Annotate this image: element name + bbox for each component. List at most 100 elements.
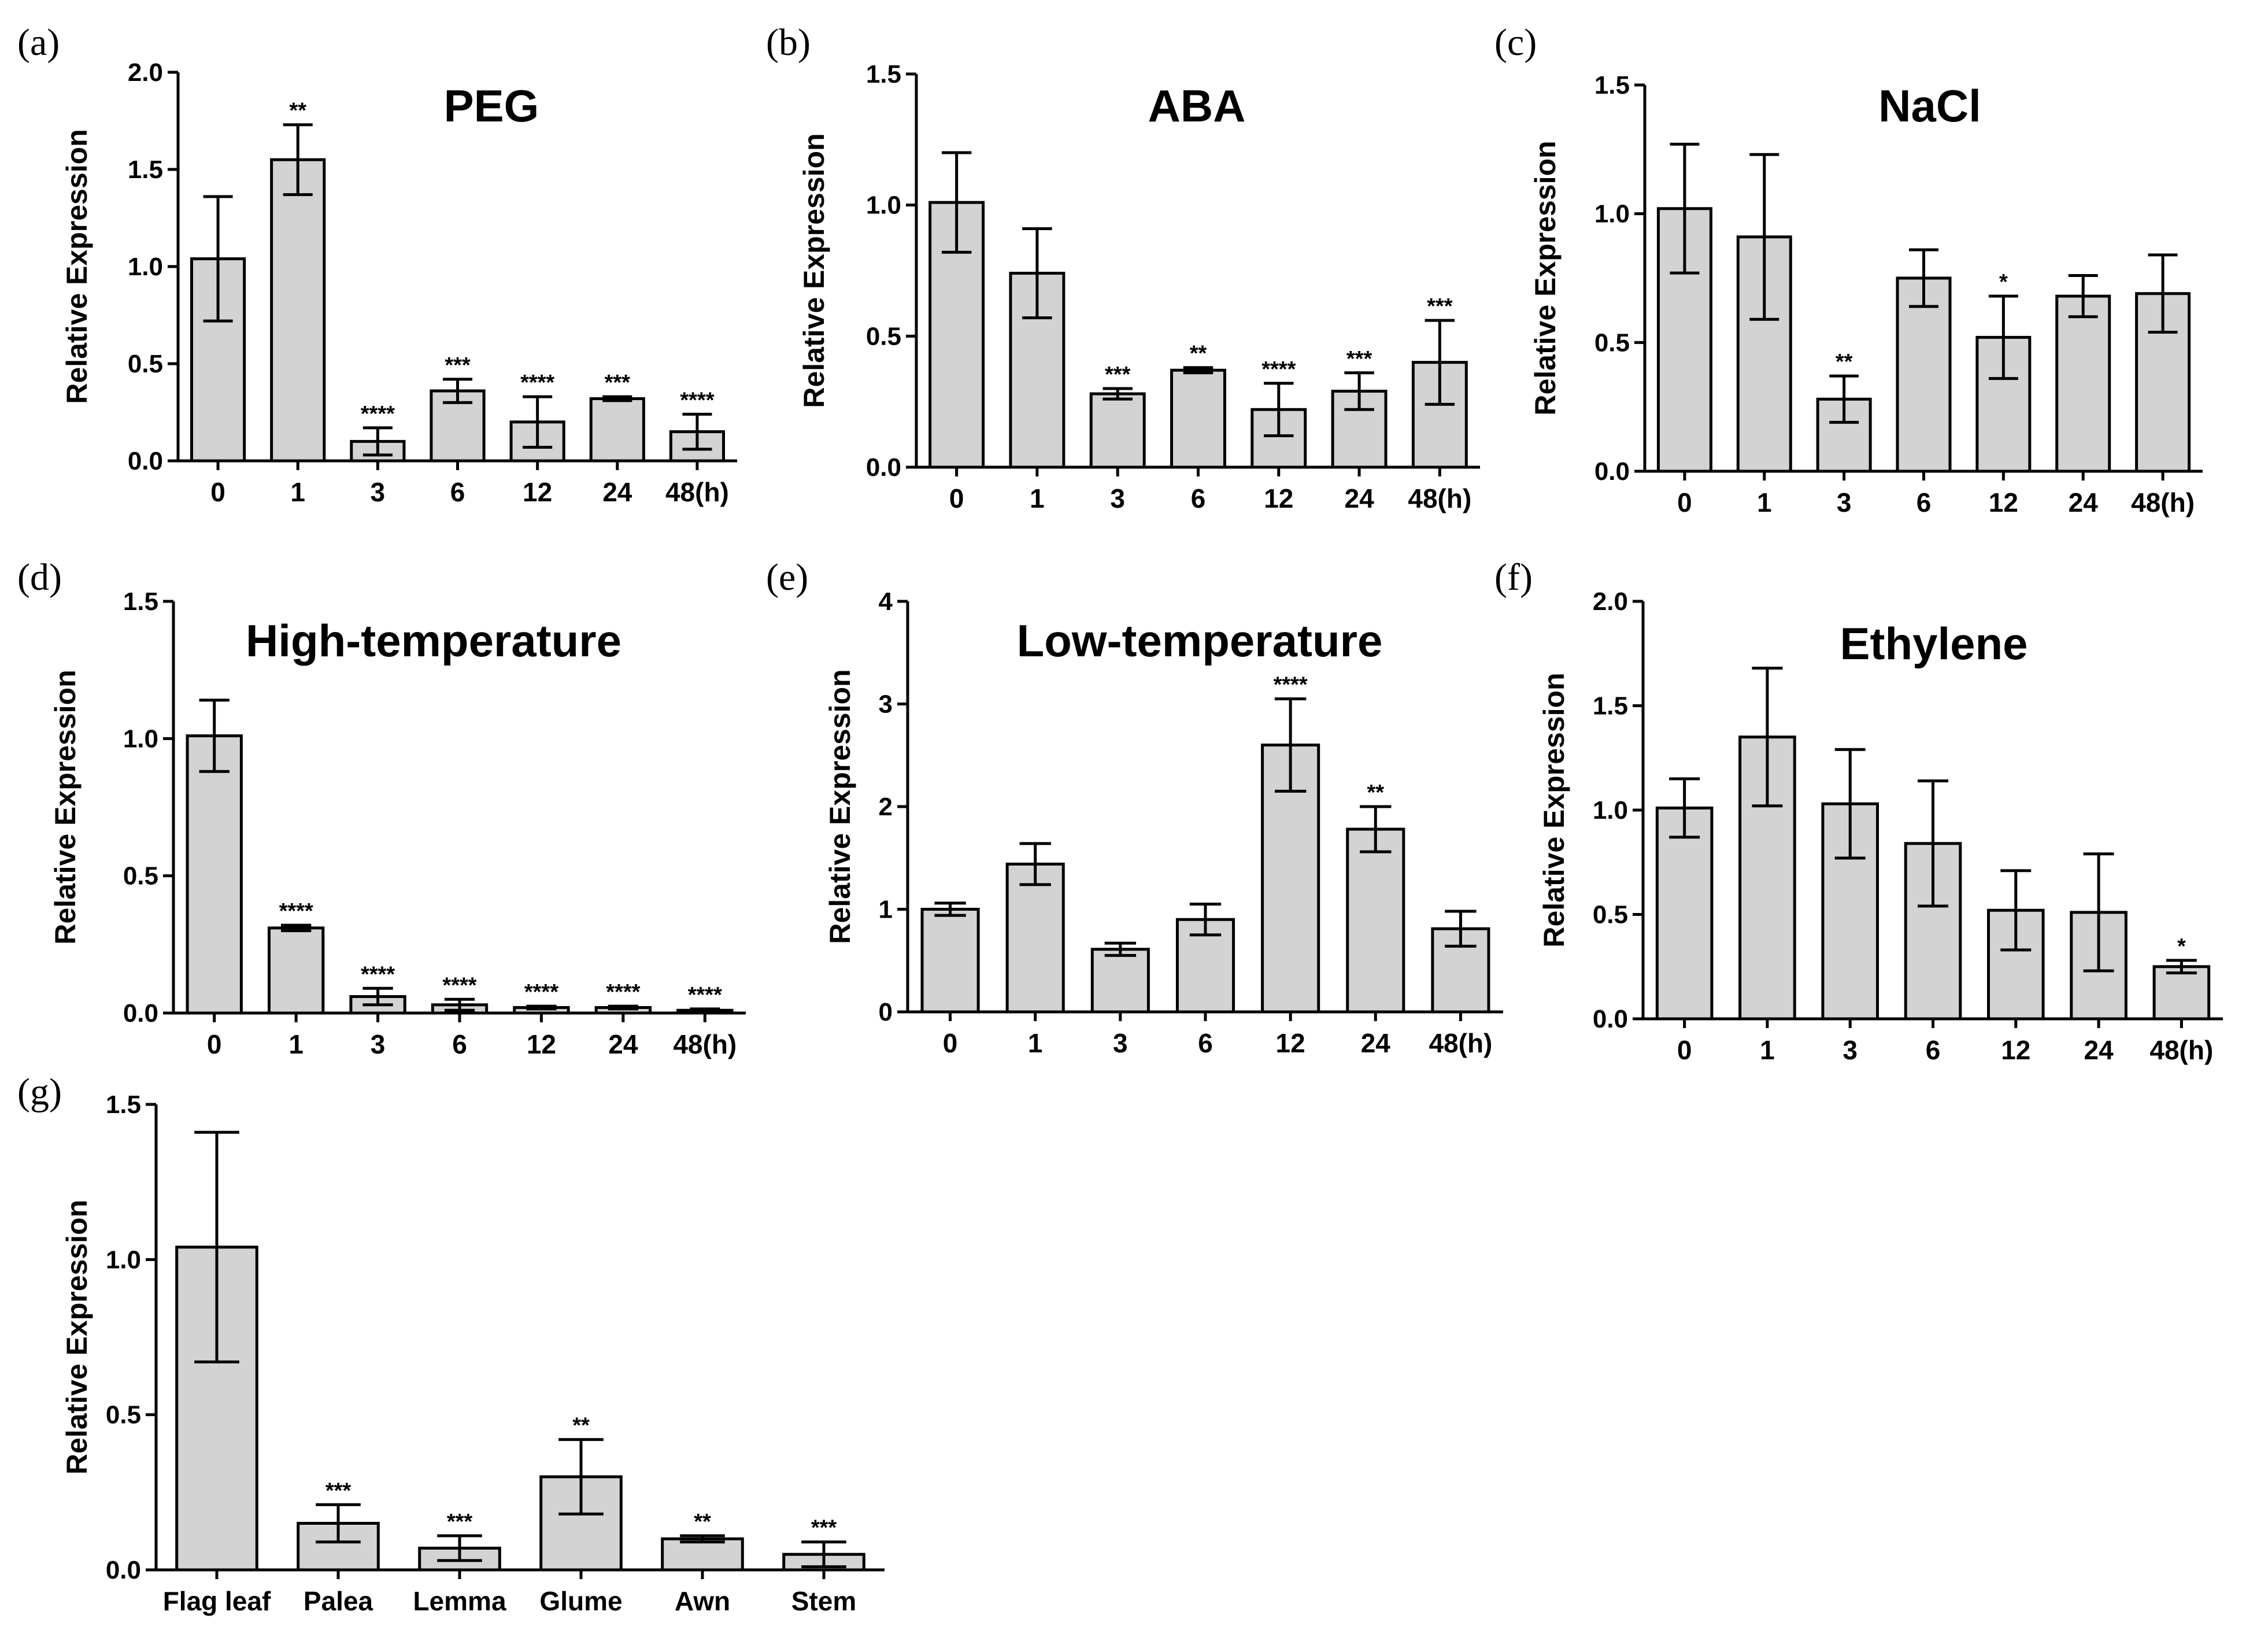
x-tick-label: 12 [1264,483,1293,513]
significance-label-3: *** [445,353,471,378]
x-tick-label: 3 [371,477,386,507]
x-tick-label: 24 [2084,1035,2114,1065]
y-tick-label: 1.5 [106,1091,141,1119]
significance-label-2: *** [447,1510,473,1534]
significance-label-4: * [1999,270,2008,294]
x-tick-label: 48(h) [1429,1028,1492,1058]
chart-title: ABA [1148,80,1246,131]
y-tick-label: 0.5 [1593,901,1628,929]
x-tick-label: 0 [210,477,225,507]
x-tick-label: Flag leaf [163,1586,271,1616]
y-tick-label: 0.5 [106,1401,141,1429]
y-tick-label: 0 [879,998,893,1026]
x-tick-label: 3 [1837,487,1852,518]
x-tick-label: 0 [1677,1035,1692,1065]
significance-label-6: **** [688,983,722,1007]
x-tick-label: Awn [675,1586,730,1616]
bar-2 [1089,392,1146,469]
x-tick-label: 12 [523,477,552,507]
y-tick-label: 1.0 [123,725,158,753]
x-tick-label: Stem [791,1586,856,1616]
x-tick-label: 1 [1030,483,1045,513]
y-tick-label: 3 [879,690,893,719]
x-tick-label: Lemma [413,1586,506,1616]
chart-title: Low-temperature [1017,615,1383,666]
significance-label-4: **** [1261,357,1296,382]
panel-letter: (d) [17,556,62,598]
panel-letter: (f) [1494,556,1533,598]
y-tick-label: 0.5 [123,862,158,890]
bar-5 [1346,827,1405,1014]
y-tick-label: 0.0 [1593,1005,1628,1033]
significance-label-2: **** [361,402,395,426]
bar-6 [2152,965,2211,1021]
significance-label-3: ** [1190,342,1207,366]
x-tick-label: 1 [290,477,305,507]
y-tick-label: 1.0 [1593,796,1628,825]
x-tick-label: Palea [304,1586,373,1616]
chart-panel-2: (c) NaCl Relative Expression 0.0 0.5 1.0 1.5 0 1… [1494,21,2203,518]
y-tick-label: 1.5 [1593,692,1628,720]
significance-label-1: *** [325,1479,352,1503]
chart-title: High-temperature [246,615,621,666]
significance-label-4: **** [524,980,558,1004]
x-tick-label: 24 [602,477,632,507]
y-axis-label: Relative Expression [61,1200,93,1474]
x-tick-label: 0 [207,1029,222,1059]
bar-0 [920,908,980,1014]
x-tick-label: 3 [1113,1028,1128,1058]
bar-5 [589,397,645,463]
x-tick-label: 0 [949,483,964,513]
x-tick-label: 6 [452,1029,467,1059]
significance-label-5: *** [1346,347,1372,371]
x-tick-label: 3 [1842,1035,1858,1065]
panel-letter: (a) [17,21,60,64]
x-tick-label: 24 [1361,1028,1391,1058]
y-tick-label: 1.5 [866,60,901,88]
x-tick-label: 1 [1757,487,1772,518]
y-tick-label: 0.0 [106,1556,141,1584]
bar-2 [1090,948,1150,1014]
x-tick-label: 1 [288,1029,304,1059]
x-tick-label: 1 [1028,1028,1043,1058]
y-tick-label: 2.0 [128,58,163,87]
y-axis-label: Relative Expression [1538,672,1570,947]
x-tick-label: 6 [1191,483,1206,513]
x-tick-label: 24 [1344,483,1374,513]
x-tick-label: 0 [1677,487,1692,518]
significance-label-3: ** [572,1414,590,1438]
significance-label-5: **** [606,980,640,1004]
panel-letter: (e) [766,556,808,598]
y-tick-label: 1.5 [128,156,163,184]
x-tick-label: 3 [371,1029,386,1059]
y-tick-label: 0.5 [128,350,163,378]
significance-label-4: ** [694,1510,711,1534]
y-tick-label: 1.5 [1594,71,1630,99]
panel-letter: (g) [17,1071,62,1113]
x-tick-label: 24 [2069,487,2099,518]
x-tick-label: 12 [1276,1028,1305,1058]
y-axis-label: Relative Expression [49,670,82,944]
y-axis-label: Relative Expression [824,669,856,944]
y-axis-label: Relative Expression [798,133,830,408]
significance-label-5: *** [605,371,631,395]
x-tick-label: 0 [943,1028,958,1058]
x-tick-label: 6 [1916,487,1932,518]
x-tick-label: 6 [1926,1035,1941,1065]
x-tick-label: 12 [1989,487,2018,518]
y-tick-label: 1.0 [866,191,901,220]
chart-panel-1: (b) ABA Relative Expression 0.0 0.5 1.0 1.5 0 1 3… [766,21,1480,513]
x-tick-label: 3 [1110,483,1125,513]
chart-title: PEG [444,80,539,131]
x-tick-label: 48(h) [1408,483,1471,513]
significance-label-6: * [2177,934,2186,959]
bar-0 [186,734,243,1015]
y-tick-label: 1.0 [106,1245,141,1274]
y-tick-label: 0.0 [128,447,163,475]
x-tick-label: 12 [527,1029,556,1059]
significance-label-6: *** [1427,294,1453,319]
x-tick-label: 48(h) [673,1029,737,1059]
chart-panel-0: (a) PEG Relative Expression 0.0 0.5 1.0 1.5 2.0… [17,21,737,507]
